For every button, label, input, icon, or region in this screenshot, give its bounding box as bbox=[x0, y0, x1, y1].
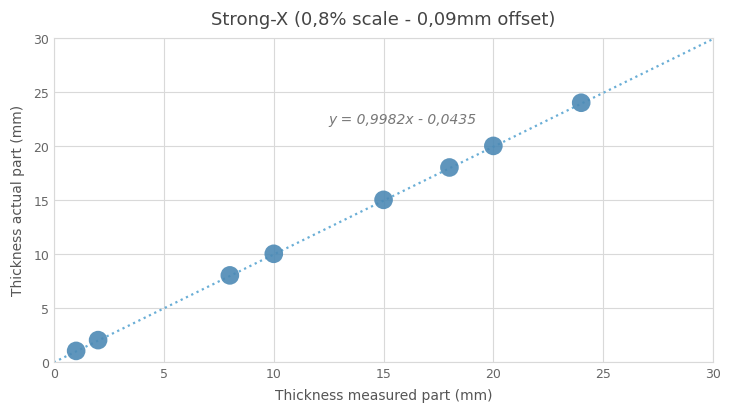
Point bbox=[575, 100, 587, 107]
Point bbox=[444, 165, 455, 171]
Point bbox=[378, 197, 389, 204]
Point bbox=[70, 348, 82, 354]
X-axis label: Thickness measured part (mm): Thickness measured part (mm) bbox=[274, 388, 493, 402]
Point bbox=[488, 143, 499, 150]
Point bbox=[92, 337, 104, 344]
Title: Strong-X (0,8% scale - 0,09mm offset): Strong-X (0,8% scale - 0,09mm offset) bbox=[212, 11, 556, 29]
Text: y = 0,9982x - 0,0435: y = 0,9982x - 0,0435 bbox=[329, 113, 477, 127]
Point bbox=[224, 273, 236, 279]
Y-axis label: Thickness actual part (mm): Thickness actual part (mm) bbox=[11, 105, 25, 296]
Point bbox=[268, 251, 280, 257]
